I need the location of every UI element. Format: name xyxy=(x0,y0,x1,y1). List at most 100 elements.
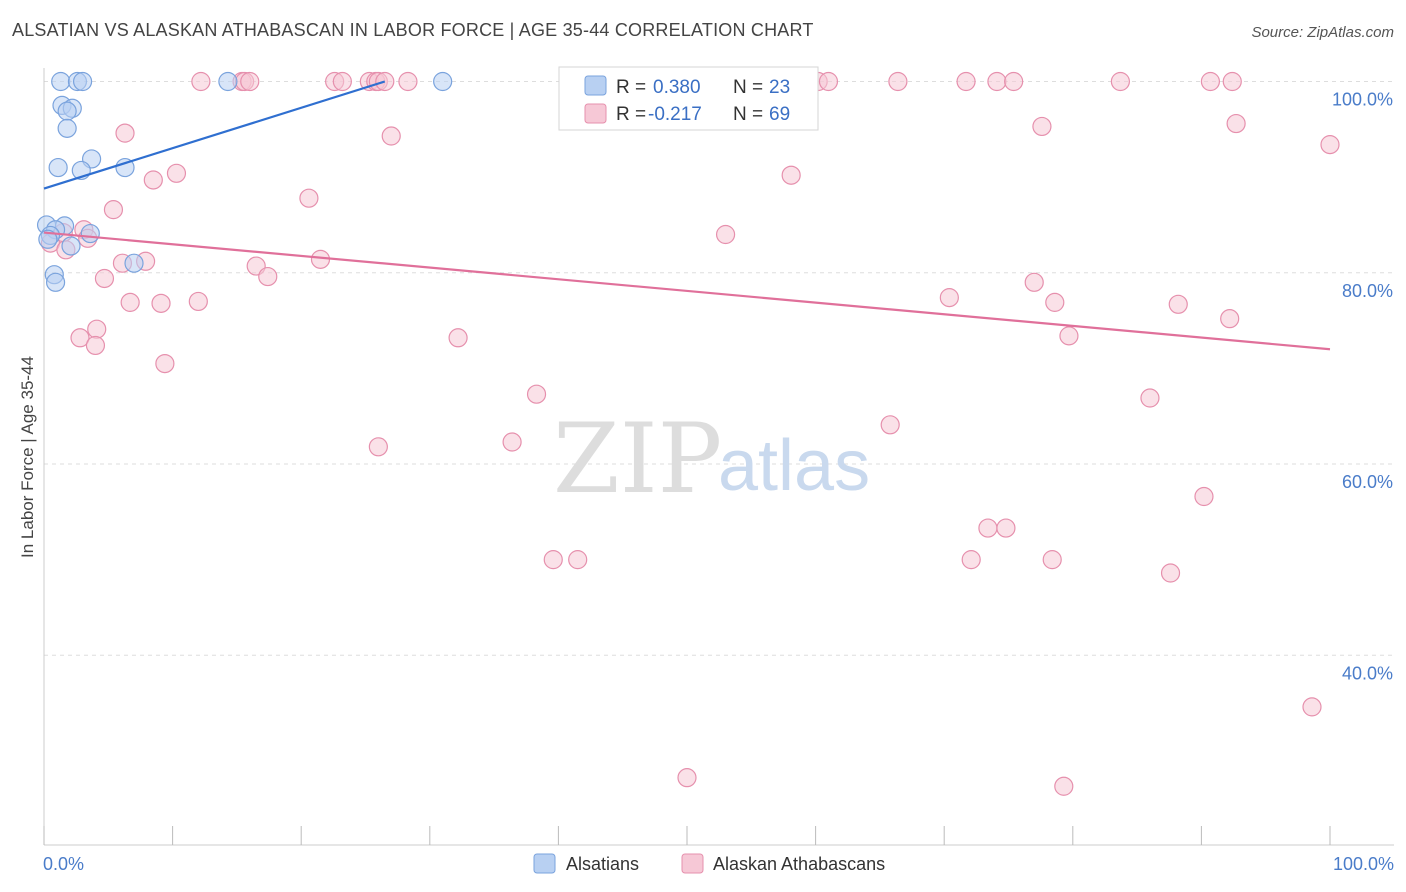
axes xyxy=(43,68,1394,846)
y-tick-label-2: 80.0% xyxy=(1342,281,1393,301)
y-axis-label: In Labor Force | Age 35-44 xyxy=(18,356,37,558)
point-alaskan-athabascans-60 xyxy=(1140,388,1160,408)
chart-title: ALSATIAN VS ALASKAN ATHABASCAN IN LABOR … xyxy=(12,20,814,40)
point-alsatians-22 xyxy=(45,272,66,292)
point-alaskan-athabascans-41 xyxy=(94,268,115,289)
point-alsatians-12 xyxy=(115,157,135,178)
point-alaskan-athabascans-29 xyxy=(103,200,124,220)
legend-n-label-1: N = xyxy=(733,77,763,98)
point-alaskan-athabascans-43 xyxy=(151,293,171,313)
point-alsatians-17 xyxy=(38,229,58,249)
point-alsatians-4 xyxy=(433,71,453,92)
point-alaskan-athabascans-48 xyxy=(1168,294,1188,314)
series-alsatians xyxy=(36,71,453,292)
point-alaskan-athabascans-63 xyxy=(996,518,1016,538)
point-alaskan-athabascans-44 xyxy=(188,291,208,312)
point-alaskan-athabascans-24 xyxy=(1320,135,1340,155)
point-alaskan-athabascans-16 xyxy=(1004,71,1024,92)
point-alaskan-athabascans-10 xyxy=(398,71,418,92)
point-alsatians-3 xyxy=(218,71,238,92)
point-alsatians-2 xyxy=(72,71,93,92)
trend-line-alaskan-athabascans xyxy=(43,231,1331,351)
point-alaskan-athabascans-55 xyxy=(1059,326,1079,346)
trend-line-alsatians xyxy=(43,80,386,190)
point-alaskan-athabascans-13 xyxy=(888,71,908,92)
trend-lines xyxy=(43,80,1331,351)
point-alaskan-athabascans-15 xyxy=(987,71,1007,92)
point-alsatians-18 xyxy=(80,223,100,244)
point-alaskan-athabascans-50 xyxy=(70,328,90,348)
point-alaskan-athabascans-14 xyxy=(956,71,976,92)
point-alaskan-athabascans-19 xyxy=(1222,71,1242,92)
legend-swatch-alaskan-athabascans xyxy=(584,103,607,124)
point-alaskan-athabascans-57 xyxy=(502,432,522,452)
point-alaskan-athabascans-70 xyxy=(677,768,697,788)
series-legend-swatch-alsatians xyxy=(533,853,556,874)
point-alaskan-athabascans-21 xyxy=(381,126,401,146)
series-legend-swatch-alaskan-athabascans xyxy=(681,853,704,874)
point-alaskan-athabascans-27 xyxy=(299,188,319,208)
point-alsatians-9 xyxy=(48,157,68,178)
point-alaskan-athabascans-20 xyxy=(115,123,135,143)
point-alsatians-20 xyxy=(124,253,144,273)
legend-r-label-1: R = xyxy=(616,77,646,98)
point-alaskan-athabascans-56 xyxy=(526,384,547,404)
point-alaskan-athabascans-64 xyxy=(543,550,563,570)
legend-n-value-2: 69 xyxy=(769,104,790,125)
point-alaskan-athabascans-28 xyxy=(781,165,801,185)
point-alsatians-19 xyxy=(61,236,81,256)
series-legend: Alsatians Alaskan Athabascans xyxy=(533,853,885,874)
x-tick-label-min: 0.0% xyxy=(43,854,84,874)
legend-n-label-2: N = xyxy=(733,104,763,125)
point-alaskan-athabascans-71 xyxy=(1054,776,1074,796)
point-alaskan-athabascans-35 xyxy=(715,224,736,245)
point-alaskan-athabascans-5 xyxy=(332,71,352,92)
series-legend-label-alsatians: Alsatians xyxy=(566,854,639,874)
point-alaskan-athabascans-66 xyxy=(961,550,981,570)
y-tick-label-1: 60.0% xyxy=(1342,472,1393,492)
point-alaskan-athabascans-65 xyxy=(568,550,588,570)
y-tick-label-0: 40.0% xyxy=(1342,663,1393,683)
grid-lines xyxy=(44,81,1394,656)
point-alaskan-athabascans-69 xyxy=(1302,697,1322,717)
point-alaskan-athabascans-47 xyxy=(1045,292,1065,312)
x-tick-label-max: 100.0% xyxy=(1333,854,1394,874)
point-alaskan-athabascans-49 xyxy=(1220,309,1240,329)
point-alaskan-athabascans-54 xyxy=(448,328,468,348)
point-alaskan-athabascans-51 xyxy=(87,319,107,339)
point-alaskan-athabascans-59 xyxy=(880,415,900,435)
legend-n-value-1: 23 xyxy=(769,77,790,98)
y-tick-label-3: 100.0% xyxy=(1332,90,1393,110)
watermark-zip: ZIP xyxy=(553,403,722,515)
legend-swatch-alsatians xyxy=(584,75,607,96)
point-alsatians-8 xyxy=(57,118,77,138)
series-legend-label-alaskan-athabascans: Alaskan Athabascans xyxy=(713,854,885,874)
point-alaskan-athabascans-26 xyxy=(166,163,187,183)
point-alaskan-athabascans-40 xyxy=(310,249,331,269)
point-alaskan-athabascans-17 xyxy=(1110,71,1130,92)
point-alaskan-athabascans-18 xyxy=(1200,71,1221,92)
y-tick-labels: 40.0% 60.0% 80.0% 100.0% xyxy=(1332,90,1393,684)
point-alaskan-athabascans-45 xyxy=(939,288,959,308)
point-alaskan-athabascans-53 xyxy=(155,353,175,374)
point-alaskan-athabascans-46 xyxy=(1024,272,1044,292)
legend-r-value-2: -0.217 xyxy=(648,104,702,125)
point-alaskan-athabascans-68 xyxy=(1160,563,1181,583)
point-alaskan-athabascans-3 xyxy=(240,71,260,92)
stats-legend: R = 0.380 N = 23 R = -0.217 N = 69 xyxy=(558,66,819,131)
point-alaskan-athabascans-67 xyxy=(1042,550,1062,570)
point-alsatians-0 xyxy=(51,71,71,92)
point-alaskan-athabascans-62 xyxy=(978,518,998,538)
point-alaskan-athabascans-0 xyxy=(191,71,211,92)
watermark-atlas: atlas xyxy=(718,426,870,506)
point-alaskan-athabascans-39 xyxy=(258,266,278,287)
point-alaskan-athabascans-25 xyxy=(143,170,163,190)
legend-r-label-2: R = xyxy=(616,104,646,125)
source-credit: Source: ZipAtlas.com xyxy=(1251,24,1394,41)
point-alaskan-athabascans-61 xyxy=(1194,486,1214,507)
point-alsatians-7 xyxy=(57,101,77,121)
point-alaskan-athabascans-12 xyxy=(818,71,839,92)
legend-r-value-1: 0.380 xyxy=(653,77,701,98)
point-alaskan-athabascans-52 xyxy=(85,335,106,356)
